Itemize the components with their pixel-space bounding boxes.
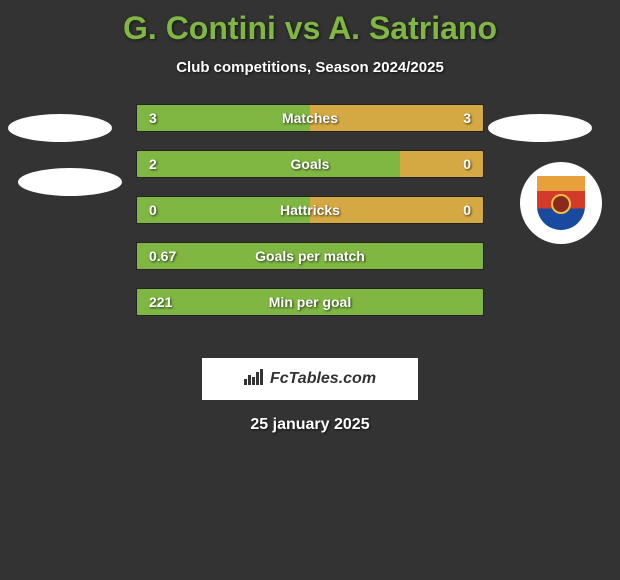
stat-row: 3 3 Matches [136, 104, 484, 132]
stat-label: Goals [291, 156, 330, 172]
player1-avatar-placeholder-1 [8, 114, 112, 142]
stat-value-left: 0 [149, 202, 157, 218]
stat-label: Min per goal [269, 294, 351, 310]
stat-value-right: 0 [463, 202, 471, 218]
stat-row: 0.67 Goals per match [136, 242, 484, 270]
stat-label: Matches [282, 110, 338, 126]
stat-label: Hattricks [280, 202, 340, 218]
watermark-text: FcTables.com [270, 370, 376, 388]
page-subtitle: Club competitions, Season 2024/2025 [0, 59, 620, 76]
club-badge [520, 162, 602, 244]
bars-icon [244, 369, 264, 390]
stat-bar-left [137, 151, 400, 177]
page-title: G. Contini vs A. Satriano [0, 0, 620, 47]
watermark: FcTables.com [202, 358, 418, 400]
player1-avatar-placeholder-2 [18, 168, 122, 196]
stats-area: 3 3 Matches 2 0 Goals 0 0 Hattricks 0.67 Goals per… [0, 104, 620, 344]
player2-avatar-placeholder [488, 114, 592, 142]
footer-date: 25 january 2025 [0, 416, 620, 434]
stat-row: 0 0 Hattricks [136, 196, 484, 224]
stat-value-right: 3 [463, 110, 471, 126]
stat-value-left: 2 [149, 156, 157, 172]
stat-label: Goals per match [255, 248, 365, 264]
stat-bars: 3 3 Matches 2 0 Goals 0 0 Hattricks 0.67 Goals per… [136, 104, 484, 316]
stat-value-right: 0 [463, 156, 471, 172]
shield-icon [537, 176, 585, 230]
stat-value-left: 3 [149, 110, 157, 126]
stat-value-left: 221 [149, 294, 172, 310]
stat-row: 221 Min per goal [136, 288, 484, 316]
stat-row: 2 0 Goals [136, 150, 484, 178]
stat-value-left: 0.67 [149, 248, 176, 264]
